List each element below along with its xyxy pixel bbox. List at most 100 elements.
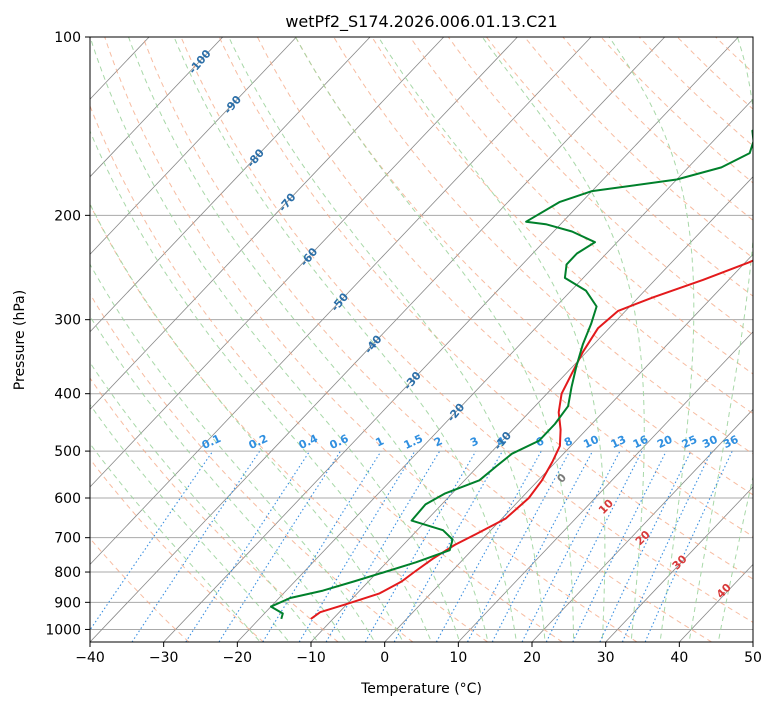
x-tick-label: −40 (75, 650, 105, 666)
isotherm-line (90, 37, 592, 566)
mixing-ratio-line (325, 451, 440, 642)
isotherm-line (90, 37, 445, 410)
moist-adiabat (90, 263, 376, 642)
isotherm-line (458, 331, 753, 642)
dry-adiabat (333, 37, 753, 455)
dry-adiabat (294, 37, 753, 496)
dry-adiabat (90, 292, 414, 642)
dry-adiabat (90, 377, 339, 642)
y-tick-label: 200 (54, 208, 81, 224)
isotherm-line (90, 37, 518, 488)
y-tick-label: 800 (54, 565, 81, 581)
mixing-ratio-line (262, 451, 382, 642)
isotherm-line (605, 486, 753, 642)
isotherm-line (384, 253, 753, 642)
isotherm-line (90, 37, 224, 178)
mixing-ratio-label: 8 (562, 434, 574, 449)
dry-adiabat (638, 37, 753, 147)
dry-adiabat (90, 537, 190, 642)
isotherm-line (90, 37, 371, 333)
isotherm-label: -50 (328, 290, 351, 314)
mixing-ratio-line (435, 451, 542, 642)
moist-adiabat (481, 37, 645, 642)
moist-adiabat (294, 37, 575, 642)
mixing-ratio-label: 0.1 (200, 432, 223, 452)
dry-adiabat (562, 37, 753, 221)
moist-adiabat (90, 315, 347, 642)
mixing-ratio-line (467, 451, 571, 642)
mixing-ratio-line (599, 451, 692, 642)
axes: −40 −30 −20 −10 0 10 20 30 40 5010009008007006005… (45, 30, 762, 666)
x-tick-label: 40 (670, 650, 688, 666)
isotherm-line (752, 641, 753, 642)
mixing-ratio-label: 1 (373, 434, 385, 449)
mixing-ratio-line (572, 451, 667, 642)
x-tick-label: 20 (523, 650, 541, 666)
dry-adiabat (142, 37, 712, 642)
y-tick-label: 500 (54, 444, 81, 460)
moist-adiabat (90, 403, 290, 642)
x-tick-label: 30 (597, 650, 615, 666)
mixing-ratio-line (131, 451, 260, 642)
isotherm-line (163, 37, 739, 642)
dry-adiabat (714, 37, 753, 74)
isotherm-line (90, 37, 297, 255)
moist-adiabat (173, 37, 517, 642)
mixing-ratio-label: 3 (468, 434, 480, 449)
mixing-ratio-label: 25 (680, 433, 699, 451)
isotherm-label: -80 (244, 146, 267, 170)
moist-adiabat (90, 361, 319, 642)
mixing-ratio-line (621, 451, 712, 642)
isotherm-label: -70 (276, 190, 299, 214)
mixing-ratio-label: 13 (609, 433, 628, 451)
isotherm-line (0, 37, 2, 642)
isotherm-line (531, 408, 753, 642)
mixing-ratio-line (393, 451, 503, 642)
mixing-ratio-line (644, 451, 733, 642)
x-tick-label: −20 (223, 650, 253, 666)
dry-adiabat (371, 37, 753, 415)
mixing-ratio-label: 1.5 (402, 432, 425, 452)
isotherm-line (237, 98, 753, 642)
isotherm-label: -60 (298, 245, 321, 269)
background-lines (0, 37, 753, 642)
x-tick-label: −10 (296, 650, 326, 666)
theta-label: 0 (554, 471, 569, 486)
mixing-ratio-line (545, 451, 643, 642)
x-tick-label: 0 (380, 650, 389, 666)
mixing-ratio-label: 10 (581, 433, 601, 451)
mixing-ratio-label: 2 (432, 434, 444, 449)
moist-adiabat (377, 37, 606, 642)
theta-label: 10 (596, 497, 616, 517)
dry-adiabat (218, 37, 753, 580)
dry-adiabat (676, 37, 753, 110)
y-axis-label: Pressure (hPa) (12, 290, 28, 390)
chart-title: wetPf2_S174.2026.006.01.13.C21 (285, 12, 557, 32)
moist-adiabat (128, 37, 489, 642)
dry-adiabat (600, 37, 753, 184)
mixing-ratio-label: 36 (721, 433, 741, 451)
dry-adiabat (256, 37, 753, 538)
dry-adiabat (409, 37, 753, 375)
isotherm-line (310, 176, 753, 642)
dry-adiabat (447, 37, 753, 336)
mixing-ratio-line (90, 451, 214, 631)
mixing-ratio-label: 16 (631, 433, 651, 451)
y-tick-label: 700 (54, 531, 81, 547)
isotherm-label: -100 (186, 47, 214, 77)
mixing-ratio-label: 0.4 (297, 432, 320, 452)
y-tick-label: 1000 (45, 622, 81, 638)
dry-adiabat (90, 104, 563, 642)
theta-label: 40 (714, 581, 734, 601)
mixing-ratio-line (298, 451, 416, 642)
x-axis-label: Temperature (°C) (360, 681, 482, 697)
x-tick-label: −30 (149, 650, 179, 666)
dry-adiabat (90, 458, 264, 642)
moist-adiabat (90, 37, 461, 642)
y-tick-label: 900 (54, 595, 81, 611)
isotherm-label: -20 (445, 401, 468, 425)
y-tick-label: 600 (54, 491, 81, 507)
line-labels: 0.1 0.2 0.4 0.6 1 1.5 2 3 4 6 8 10 13 16 20 25 30 36-100-… (186, 47, 741, 601)
moist-adiabat (90, 442, 261, 642)
mixing-ratio-line (364, 451, 477, 642)
